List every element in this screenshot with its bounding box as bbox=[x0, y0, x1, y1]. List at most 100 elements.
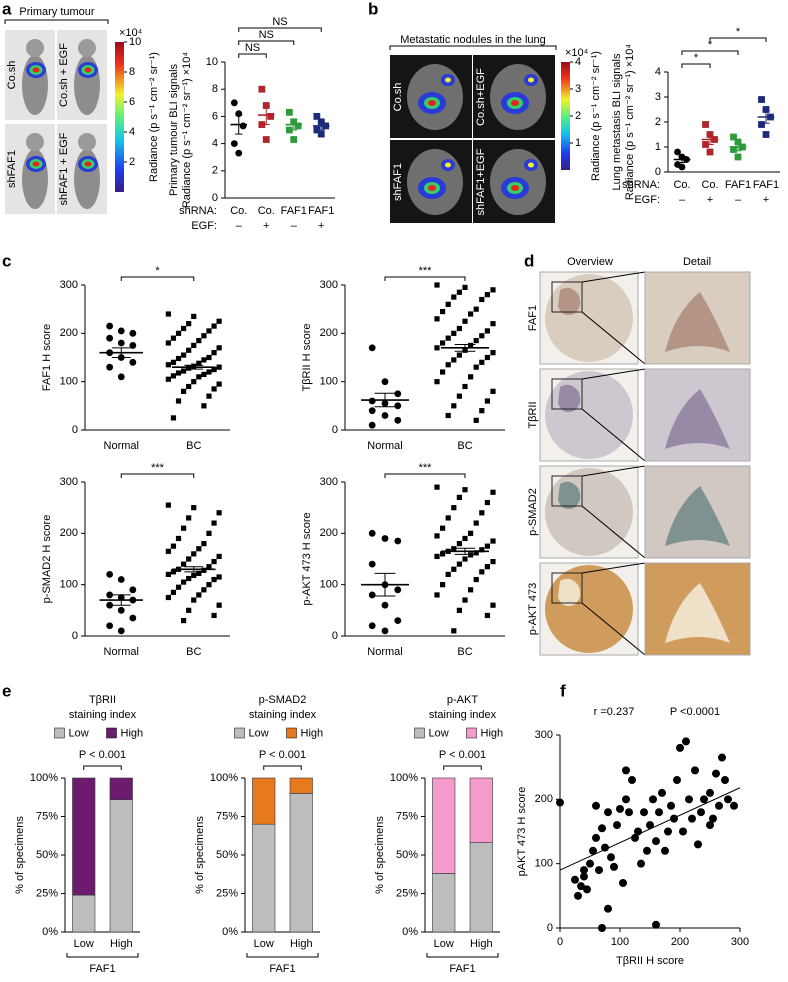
stained-region bbox=[558, 384, 581, 412]
data-point bbox=[239, 122, 247, 130]
data-point bbox=[196, 592, 202, 598]
data-point bbox=[456, 541, 462, 547]
data-point bbox=[661, 846, 669, 855]
legend-swatch bbox=[466, 727, 477, 739]
data-point bbox=[201, 333, 207, 339]
nodule-signal bbox=[445, 162, 451, 168]
y-axis-label: % of specimens bbox=[14, 816, 26, 894]
data-point bbox=[679, 827, 687, 836]
data-point bbox=[598, 924, 606, 932]
data-point bbox=[456, 494, 462, 500]
data-point bbox=[216, 345, 222, 351]
bar-segment bbox=[289, 793, 313, 933]
data-point bbox=[673, 776, 681, 785]
data-point bbox=[434, 316, 440, 322]
data-point bbox=[165, 571, 171, 577]
data-point bbox=[434, 282, 440, 288]
data-point bbox=[473, 306, 479, 312]
stained-region bbox=[665, 486, 730, 546]
data-point bbox=[175, 398, 182, 404]
data-point bbox=[604, 904, 612, 913]
data-point bbox=[456, 352, 462, 358]
y-tick-label: 100% bbox=[210, 772, 238, 784]
y-tick-label: 300 bbox=[320, 279, 338, 291]
data-point bbox=[592, 801, 600, 810]
data-point bbox=[381, 601, 389, 609]
x-axis-label: FAF1 bbox=[89, 963, 115, 975]
row-value: Co. bbox=[701, 179, 718, 191]
data-point bbox=[175, 584, 182, 590]
data-point bbox=[170, 543, 177, 549]
data-point bbox=[619, 878, 627, 887]
data-point bbox=[479, 296, 485, 303]
annotation: P < 0.001 bbox=[439, 749, 486, 761]
data-point bbox=[468, 374, 474, 380]
data-point bbox=[434, 345, 440, 351]
data-point bbox=[186, 347, 192, 353]
data-point bbox=[216, 602, 222, 608]
image-label: shFAF1+EGF bbox=[475, 148, 487, 215]
y-tick-label: 3 bbox=[655, 91, 661, 103]
x-tick-label: High bbox=[290, 938, 313, 950]
data-point bbox=[211, 612, 217, 619]
y-tick-label: 100 bbox=[320, 579, 338, 591]
data-point bbox=[106, 322, 114, 330]
legend-label: Low bbox=[429, 727, 449, 739]
significance-bracket bbox=[238, 40, 295, 45]
data-point bbox=[730, 801, 738, 810]
data-point bbox=[175, 535, 182, 542]
data-point bbox=[381, 535, 389, 542]
tumour-signal bbox=[84, 161, 92, 167]
bar-segment bbox=[289, 777, 313, 794]
y-tick-label: 2 bbox=[655, 116, 661, 128]
data-point bbox=[451, 403, 457, 409]
data-point bbox=[445, 515, 451, 521]
data-point bbox=[206, 582, 212, 588]
data-point bbox=[702, 141, 709, 148]
data-point bbox=[484, 398, 490, 404]
data-point bbox=[674, 148, 681, 156]
significance-bracket bbox=[681, 50, 739, 55]
colorbar-label: Radiance (p s⁻¹ cm⁻² sr⁻¹) bbox=[148, 52, 160, 182]
x-tick-label: High bbox=[110, 938, 133, 950]
data-point bbox=[456, 325, 462, 332]
data-point bbox=[586, 859, 594, 868]
data-point bbox=[622, 795, 630, 804]
data-point bbox=[211, 558, 217, 565]
data-point bbox=[216, 510, 222, 516]
colorbar-tick-label: 8 bbox=[129, 66, 135, 78]
data-point bbox=[235, 149, 243, 157]
data-point bbox=[394, 390, 402, 398]
image-label: Co.sh+EGF bbox=[475, 68, 487, 126]
row-label: p-SMAD2 bbox=[527, 488, 539, 536]
y-tick-label: 0% bbox=[402, 926, 418, 938]
x-tick-label: BC bbox=[457, 440, 472, 452]
image-label: Co.sh bbox=[6, 61, 18, 90]
mouse-head bbox=[26, 39, 44, 57]
data-point bbox=[622, 766, 630, 775]
x-tick-label: 100 bbox=[611, 936, 629, 948]
data-point bbox=[484, 354, 490, 361]
data-point bbox=[206, 530, 212, 536]
colorbar-tick-label: 1 bbox=[575, 137, 581, 149]
tumour-signal bbox=[32, 161, 40, 167]
data-point bbox=[718, 753, 726, 762]
zoom-line bbox=[581, 562, 646, 574]
y-tick-label: 50% bbox=[36, 849, 58, 861]
data-point bbox=[451, 294, 457, 300]
data-point bbox=[637, 859, 645, 868]
data-point bbox=[186, 607, 192, 613]
data-point bbox=[616, 804, 624, 813]
data-point bbox=[456, 607, 462, 613]
mouse-head bbox=[78, 133, 96, 151]
group-bracket bbox=[246, 953, 319, 958]
data-point bbox=[196, 374, 202, 380]
zoom-line bbox=[581, 505, 646, 559]
data-point bbox=[201, 587, 207, 593]
data-point bbox=[181, 618, 187, 624]
x-tick-label: 300 bbox=[731, 936, 749, 948]
data-point bbox=[440, 340, 446, 346]
data-point bbox=[262, 136, 270, 143]
significance-label: * bbox=[736, 26, 741, 38]
x-axis-label: FAF1 bbox=[269, 963, 295, 975]
